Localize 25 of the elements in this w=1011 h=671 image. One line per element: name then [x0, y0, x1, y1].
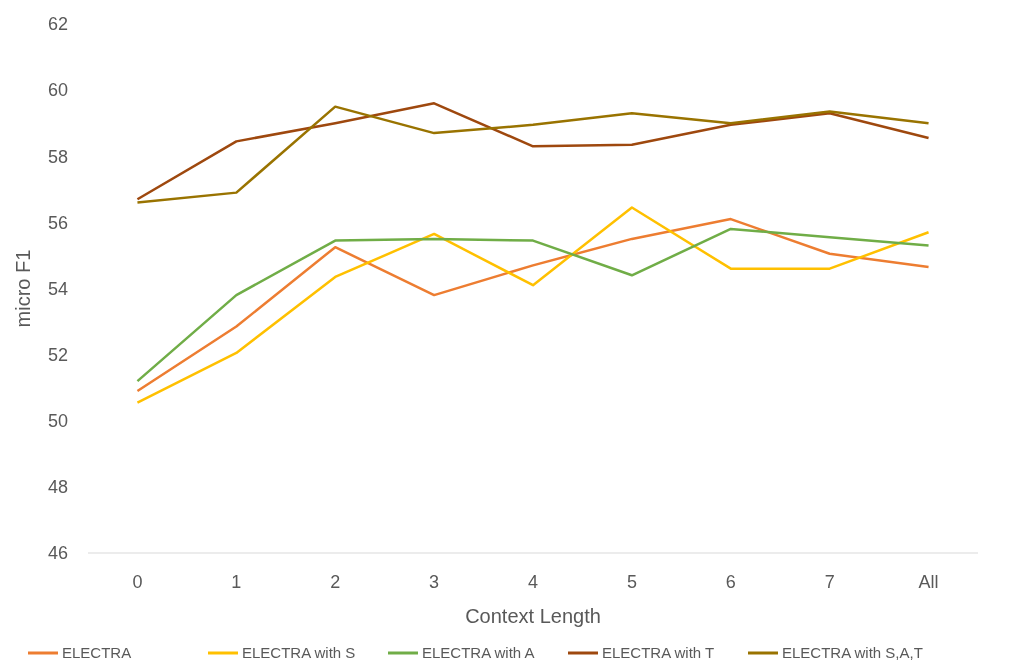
- y-tick-label: 50: [47, 411, 68, 432]
- x-tick-label: 3: [429, 572, 440, 592]
- x-tick-label: 7: [824, 572, 835, 592]
- legend-label: ELECTRA with T: [602, 644, 715, 661]
- y-tick-label: 62: [47, 14, 68, 35]
- legend-label: ELECTRA with A: [422, 644, 535, 661]
- x-tick-label: 1: [231, 572, 242, 592]
- legend-label: ELECTRA: [62, 644, 132, 661]
- x-axis-title: Context Length: [465, 605, 601, 627]
- legend-label: ELECTRA with S: [242, 644, 356, 661]
- y-tick-label: 46: [47, 543, 68, 564]
- y-axis-title: micro F1: [12, 249, 34, 328]
- x-tick-label: 2: [330, 572, 341, 592]
- x-tick-label: All: [918, 572, 939, 592]
- x-tick-label: 4: [527, 572, 539, 592]
- y-tick-label: 52: [47, 344, 68, 365]
- y-tick-label: 60: [47, 80, 68, 101]
- legend-label: ELECTRA with S,A,T: [782, 644, 923, 661]
- y-tick-label: 56: [47, 212, 68, 233]
- x-tick-label: 5: [626, 572, 637, 592]
- x-tick-label: 0: [132, 572, 143, 592]
- y-tick-label: 58: [47, 146, 68, 167]
- x-tick-label: 6: [725, 572, 736, 592]
- y-tick-label: 48: [47, 477, 68, 498]
- y-tick-label: 54: [47, 278, 68, 299]
